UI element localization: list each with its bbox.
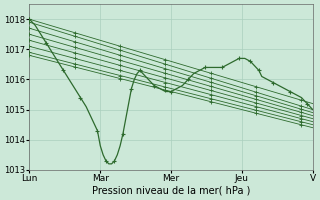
X-axis label: Pression niveau de la mer( hPa ): Pression niveau de la mer( hPa )	[92, 186, 250, 196]
